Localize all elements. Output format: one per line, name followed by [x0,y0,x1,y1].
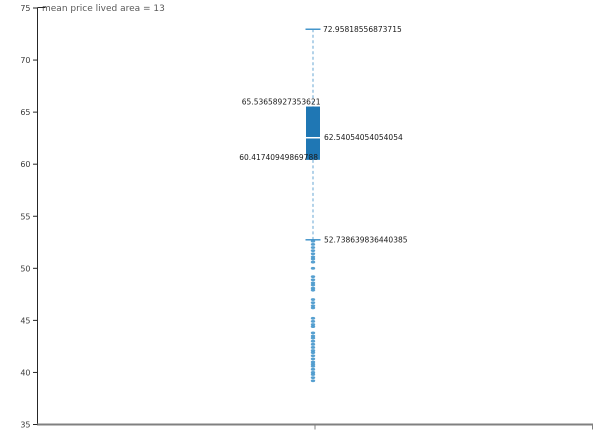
outlier-point [310,354,316,358]
y-tick-label: 45 [20,316,30,325]
outlier-point [310,266,316,270]
q3-label: 65.53658927353621 [242,98,321,107]
outlier-point [310,260,316,264]
outlier-point [310,376,316,380]
chart-title: mean price lived area = 13 [42,4,165,14]
outlier-point [310,301,316,305]
outlier-point [310,349,316,352]
outlier-point [310,278,316,282]
outlier-point [310,331,316,335]
y-tick-label: 35 [20,421,30,430]
outlier-point [310,379,316,383]
outlier-point [310,286,316,290]
outlier-point [310,323,316,326]
outlier-point [310,298,316,301]
median-label: 62.54054054054054 [324,133,403,142]
outlier-point [310,255,316,259]
outlier-point [310,357,316,361]
outlier-point [310,325,316,329]
outlier-point [310,339,316,343]
outlier-point [310,239,316,243]
outlier-point [310,306,316,310]
outlier-point [310,362,316,366]
outlier-point [310,320,316,323]
outlier-point [310,371,316,374]
outlier-point [310,275,316,279]
outlier-point [310,242,316,246]
lower-whisker-label: 52.738639836440385 [324,235,408,244]
outlier-point [310,334,316,338]
outlier-point [310,360,316,364]
y-tick-label: 50 [20,264,30,273]
outlier-point [310,373,316,376]
outlier-point [310,342,316,346]
outlier-point [310,281,316,285]
upper-whisker-label: 72.95818556873715 [323,25,402,34]
outlier-point [310,304,316,308]
outlier-point [310,351,316,355]
outlier-point [310,336,316,340]
outlier-point [310,249,316,253]
outlier-point [310,252,316,256]
outlier-point [310,283,316,287]
outlier-point [310,364,316,368]
outlier-point [310,367,316,371]
y-tick-label: 70 [20,56,30,65]
q1-label: 60.41740949869788 [239,153,318,162]
outlier-point [310,346,316,349]
iqr-box [306,106,320,160]
y-tick-label: 65 [20,108,30,117]
outlier-point [310,246,316,249]
y-tick-label: 75 [20,4,30,13]
y-tick-label: 60 [20,160,30,169]
y-tick-label: 55 [20,212,30,221]
outlier-point [310,316,316,320]
outlier-point [310,288,316,292]
y-tick-label: 40 [20,368,30,377]
outlier-point [310,257,316,261]
